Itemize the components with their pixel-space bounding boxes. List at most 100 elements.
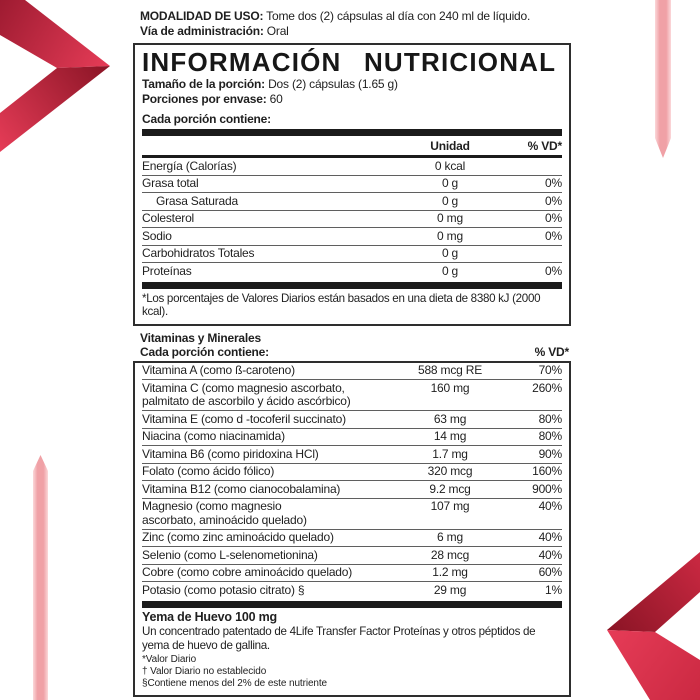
nutrient-unit: 0 g: [441, 176, 459, 190]
administration-line: Vía de administración: Oral: [140, 24, 571, 39]
vitamin-name: Magnesio (como magnesio ascorbato, amino…: [142, 499, 307, 527]
vitamin-dv: 80%: [538, 411, 563, 426]
vitamin-amount: 14 mg: [433, 429, 467, 443]
vitamin-dv: 40%: [538, 530, 563, 544]
table-row: Folato (como ácido fólico) 320 mcg 160%: [142, 462, 562, 481]
nutrition-table-header: Unidad % VD*: [142, 136, 562, 158]
usage-text: Tome dos (2) cápsulas al día con 240 ml …: [263, 9, 531, 23]
nutrient-name: Grasa total: [142, 176, 199, 190]
footnote-dv-not-established: † Valor Diario no establecido: [142, 665, 267, 677]
vitamin-name: Selenio (como L-selenometionina): [142, 547, 318, 562]
vitamin-amount: 6 mg: [437, 530, 463, 544]
label-content: MODALIDAD DE USO: Tome dos (2) cápsulas …: [133, 9, 571, 697]
table-row: Vitamina B6 (como piridoxina HCl) 1.7 mg…: [142, 445, 562, 463]
vitamin-name: Vitamina A (como ß-caroteno): [142, 363, 295, 377]
vitamin-amount: 1.2 mg: [432, 565, 468, 579]
nutrient-dv: 0%: [545, 263, 562, 278]
vitamins-box: Vitamina A (como ß-caroteno) 588 mcg RE …: [133, 360, 571, 697]
table-row: Sodio 0 mg 0%: [142, 227, 562, 245]
usage-label: MODALIDAD DE USO:: [140, 9, 264, 23]
footnote-less-than-2pct: §Contiene menos del 2% de este nutriente: [142, 677, 328, 689]
nutrient-name: Proteínas: [142, 263, 192, 278]
nutrition-table: Energía (Calorías) 0 kcal Grasa total 0 …: [142, 158, 562, 280]
table-row: Vitamina B12 (como cianocobalamina) 9.2 …: [142, 480, 562, 498]
nutrient-unit: 0 kcal: [434, 158, 466, 173]
serving-size-label: Tamaño de la porción:: [142, 77, 265, 91]
table-row: Grasa Saturada 0 g 0%: [142, 192, 562, 210]
vitamin-amount: 107 mg: [430, 499, 470, 513]
vitamin-amount: 29 mg: [433, 582, 467, 597]
vitamin-dv: 160%: [532, 464, 562, 478]
nutrient-unit: 0 mg: [437, 211, 463, 225]
daily-value-footnote: *Los porcentajes de Valores Diarios está…: [142, 291, 541, 319]
vitamin-dv: 70%: [538, 363, 563, 377]
administration-label: Vía de administración:: [140, 24, 264, 38]
table-row: Cobre (como cobre aminoácido quelado) 1.…: [142, 563, 562, 582]
vitamin-dv: 260%: [532, 380, 562, 395]
vitamins-subheader: Cada porción contiene: % VD*: [140, 345, 569, 360]
nutrient-dv: 0%: [545, 176, 562, 190]
vitamin-name: Folato (como ácido fólico): [142, 464, 275, 478]
serving-size-value: Dos (2) cápsulas (1.65 g): [264, 77, 398, 91]
table-row: Grasa total 0 g 0%: [142, 174, 562, 193]
divider-bar: [142, 281, 562, 289]
nutrient-name: Sodio: [142, 228, 172, 243]
egg-yolk-title: Yema de Huevo 100 mg: [142, 609, 277, 624]
column-header-unit: Unidad: [430, 139, 470, 153]
nutrient-dv: 0%: [545, 193, 562, 208]
vitamin-name: Zinc (como zinc aminoácido quelado): [142, 530, 334, 544]
chevron-right-icon: [0, 0, 110, 152]
vitamin-amount: 320 mcg: [427, 464, 473, 478]
pencil-stripe-icon: [33, 455, 48, 700]
per-serving-label: Cada porción contiene:: [142, 112, 271, 126]
table-row: Carbohidratos Totales 0 g: [142, 244, 562, 263]
table-row: Zinc (como zinc aminoácido quelado) 6 mg…: [142, 528, 563, 547]
vitamin-amount: 9.2 mcg: [429, 481, 471, 496]
vitamin-name: Niacina (como niacinamida): [142, 429, 285, 443]
administration-text: Oral: [263, 24, 289, 38]
divider-bar: [142, 600, 562, 608]
table-row: Energía (Calorías) 0 kcal: [142, 158, 562, 175]
nutrition-facts-box: INFORMACIÓN NUTRICIONAL Tamaño de la por…: [133, 43, 571, 326]
footnote-daily-value: *Valor Diario: [142, 653, 197, 665]
table-row: Selenio (como L-selenometionina) 28 mcg …: [142, 546, 562, 564]
vitamin-amount: 63 mg: [433, 411, 467, 426]
vitamin-amount: 588 mcg RE: [417, 363, 483, 377]
vitamin-name: Potasio (como potasio citrato) §: [142, 582, 305, 597]
nutrient-dv: 0%: [545, 228, 562, 243]
chevron-left-icon: [607, 552, 700, 700]
servings-value: 60: [266, 91, 283, 106]
table-row: Colesterol 0 mg 0%: [142, 209, 562, 228]
vitamin-dv: 90%: [538, 446, 563, 461]
usage-directions: MODALIDAD DE USO: Tome dos (2) cápsulas …: [133, 9, 571, 39]
nutrient-name: Carbohidratos Totales: [142, 246, 255, 260]
vitamin-name: Vitamina B12 (como cianocobalamina): [142, 481, 341, 496]
vitamin-name: Cobre (como cobre aminoácido quelado): [142, 565, 353, 579]
table-row: Magnesio (como magnesio ascorbato, amino…: [142, 497, 563, 529]
nutrient-unit: 0 g: [441, 246, 459, 260]
servings-line: Porciones por envase: 60: [142, 92, 562, 107]
vitamin-dv: 900%: [532, 481, 562, 496]
vitamins-per-serving-label: Cada porción contiene:: [140, 344, 269, 359]
vitamins-header: Vitaminas y Minerales Cada porción conti…: [133, 331, 571, 360]
nutrient-unit: 0 mg: [437, 228, 463, 243]
nutrient-unit: 0 g: [441, 263, 459, 278]
nutrient-name: Energía (Calorías): [142, 158, 237, 173]
vitamins-title: Vitaminas y Minerales: [140, 330, 261, 345]
vitamin-amount: 1.7 mg: [432, 446, 468, 461]
column-header-dv: % VD*: [527, 139, 563, 153]
usage-line: MODALIDAD DE USO: Tome dos (2) cápsulas …: [140, 9, 571, 24]
nutrient-unit: 0 g: [441, 193, 459, 208]
table-row: Vitamina C (como magnesio ascorbato, pal…: [142, 379, 562, 410]
table-row: Vitamina A (como ß-caroteno) 588 mcg RE …: [142, 363, 562, 380]
vitamin-dv: 40%: [538, 547, 563, 562]
table-row: Proteínas 0 g 0%: [142, 262, 562, 280]
vitamin-name: Vitamina C (como magnesio ascorbato, pal…: [142, 380, 351, 408]
table-row: Niacina (como niacinamida) 14 mg 80%: [142, 427, 563, 446]
servings-label: Porciones por envase:: [142, 91, 267, 106]
vitamin-dv: 40%: [538, 499, 563, 513]
nutrient-name: Colesterol: [142, 211, 195, 225]
vitamins-column-header-dv: % VD*: [534, 344, 570, 359]
vitamin-dv: 80%: [538, 429, 563, 443]
